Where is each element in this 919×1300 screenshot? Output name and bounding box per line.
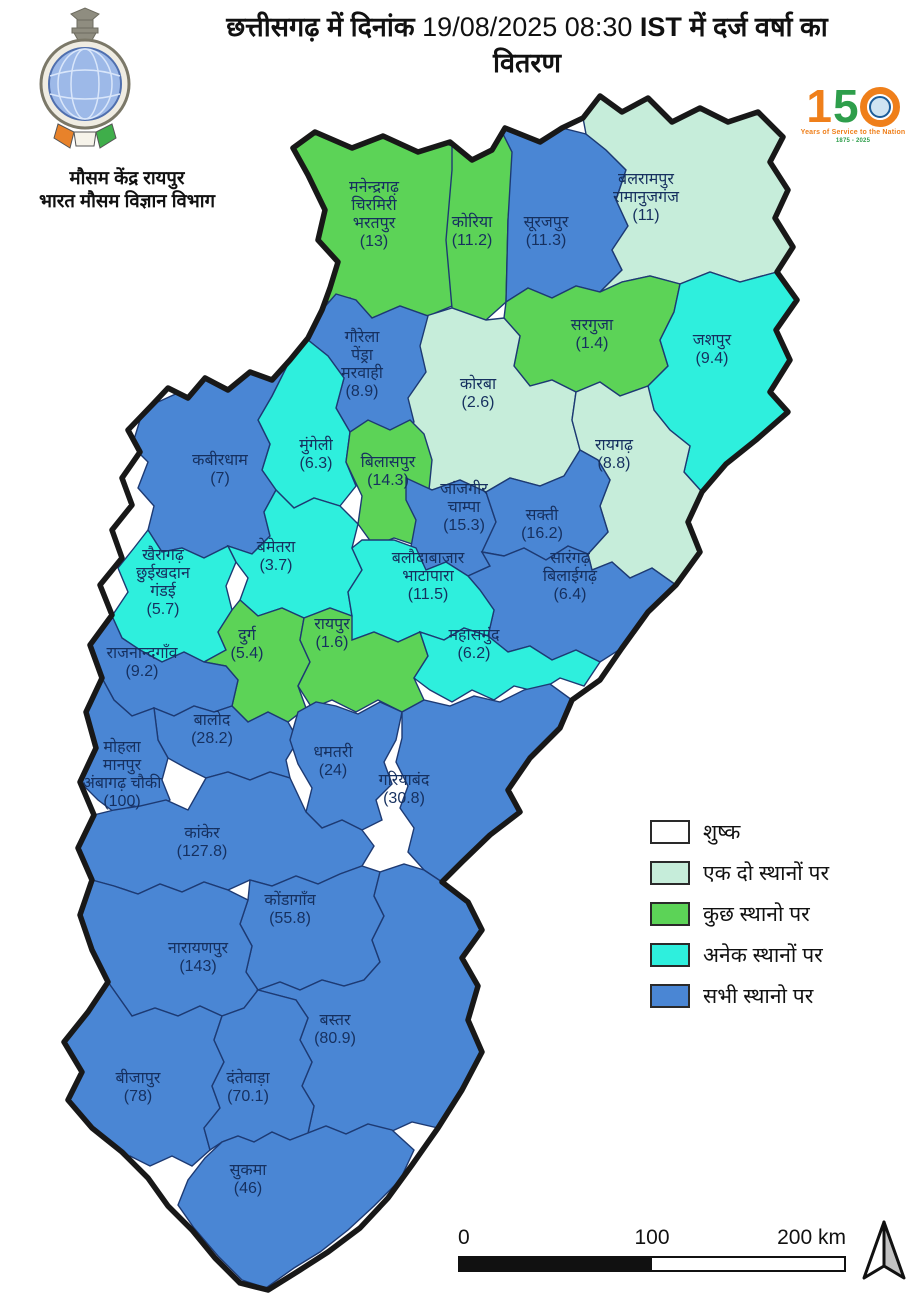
- district-label-sakti: सक्ती (16.2): [521, 506, 563, 542]
- district-label-gaurela: गौरेला पेंड्रा मरवाही (8.9): [341, 328, 383, 401]
- districts-group: [64, 96, 797, 1289]
- north-arrow-icon: [862, 1220, 906, 1280]
- district-label-sarangarh: सारंगढ़ बिलाईगढ़ (6.4): [542, 549, 598, 604]
- district-label-bijapur: बीजापुर (78): [115, 1069, 161, 1105]
- district-label-kabirdham: कबीरधाम (7): [192, 451, 248, 487]
- district-label-khairagarh: खैरागढ़ छुईखदान गंडई (5.7): [136, 546, 190, 619]
- legend-swatch-kuch: [650, 902, 690, 926]
- district-label-mungeli: मुंगेली (6.3): [299, 436, 333, 472]
- district-label-surajpur: सूरजपुर (11.3): [523, 213, 569, 249]
- title-line2: वितरण: [493, 47, 561, 78]
- logo-150-globe-icon: [859, 86, 900, 127]
- district-label-bilaspur: बिलासपुर (14.3): [360, 453, 416, 489]
- legend: शुष्क एक दो स्थानों पर कुछ स्थानो पर अनेक स…: [650, 818, 829, 1023]
- organisation-name: मौसम केंद्र रायपुर भारत मौसम विज्ञान विभ…: [8, 166, 246, 212]
- district-label-dantewada: दंतेवाड़ा (70.1): [226, 1069, 270, 1105]
- logo-150-caption: Years of Service to the Nation: [800, 129, 906, 137]
- district-label-mohla: मोहला मानपुर अंबागढ़ चौकी (100): [82, 738, 162, 811]
- district-label-bastar: बस्तर (80.9): [314, 1011, 356, 1047]
- org-line1: मौसम केंद्र रायपुर: [69, 167, 185, 188]
- scale-start-label: 0: [458, 1226, 470, 1249]
- district-label-dhamtari: धमतरी (24): [313, 743, 353, 779]
- legend-swatch-anek: [650, 943, 690, 967]
- scale-end-label: 200 km: [777, 1226, 846, 1249]
- district-label-mahasamund: महासमुंद (6.2): [448, 626, 500, 662]
- legend-swatch-sabhi: [650, 984, 690, 1008]
- legend-label-anek: अनेक स्थानों पर: [703, 944, 823, 967]
- district-label-rajnandgaon: राजनान्दगाँव (9.2): [106, 644, 178, 680]
- legend-label-sabhi: सभी स्थानो पर: [703, 985, 814, 1008]
- state-outline: [61, 93, 800, 1293]
- legend-label-ek_do: एक दो स्थानों पर: [703, 862, 830, 885]
- district-label-korba: कोरबा (2.6): [459, 375, 497, 411]
- title-pre: छत्तीसगढ़ में दिनांक: [226, 12, 415, 42]
- title-post: में दर्ज वर्षा का: [689, 12, 828, 42]
- scale-bar-graphic: [458, 1256, 846, 1272]
- district-region-sukma: [177, 1123, 415, 1289]
- district-label-balrampur: बलरामपुर रामानुजगंज (11): [612, 170, 680, 225]
- district-label-kanker: कांकेर (127.8): [176, 824, 228, 860]
- district-label-durg: दुर्ग (5.4): [230, 626, 264, 662]
- district-label-kondagaon: कोंडागाँव (55.8): [264, 891, 316, 927]
- district-label-jashpur: जशपुर (9.4): [692, 331, 732, 367]
- scale-bar: 0 100 200 km: [458, 1226, 846, 1272]
- title-ist: IST: [639, 12, 682, 42]
- district-label-raigarh: रायगढ़ (8.8): [595, 436, 633, 472]
- district-region-mohla: [79, 676, 171, 813]
- district-label-narayanpur: नारायणपुर (143): [167, 939, 229, 975]
- district-region-mahasamund: [413, 627, 602, 703]
- district-label-koriya: कोरिया (11.2): [451, 213, 493, 249]
- legend-swatch-shushk: [650, 820, 690, 844]
- scale-mid-label: 100: [634, 1226, 670, 1249]
- org-line2: भारत मौसम विज्ञान विभाग: [38, 190, 216, 212]
- district-label-bemetara: बेमेतरा (3.7): [256, 538, 296, 574]
- page-title: छत्तीसगढ़ में दिनांक 19/08/2025 08:30 IS…: [150, 10, 904, 81]
- legend-label-kuch: कुछ स्थानो पर: [703, 903, 810, 926]
- district-region-dhamtari: [289, 701, 403, 831]
- title-date: 19/08/2025 08:30: [422, 12, 633, 42]
- district-label-raipur: रायपुर (1.6): [314, 615, 350, 651]
- legend-item-shushk: शुष्क: [650, 818, 829, 846]
- district-label-balod: बालोद (28.2): [191, 711, 233, 747]
- district-label-balodabazar: बलौदाबाजार भाटापारा (11.5): [391, 549, 465, 604]
- legend-label-shushk: शुष्क: [703, 821, 741, 844]
- district-label-janjgir: जांजगीर चाम्पा (15.3): [440, 480, 488, 535]
- district-label-gariaband: गरियाबंद (30.8): [378, 771, 430, 807]
- legend-item-kuch: कुछ स्थानो पर: [650, 900, 829, 928]
- legend-item-anek: अनेक स्थानों पर: [650, 941, 829, 969]
- imd-emblem-logo: [39, 7, 131, 149]
- district-label-manendragarh: मनेन्द्रगढ़ चिरमिरी भरतपुर (13): [349, 178, 399, 251]
- district-label-sarguja: सरगुजा (1.4): [570, 316, 614, 352]
- legend-swatch-ek_do: [650, 861, 690, 885]
- logo-150-caption2: 1875 - 2025: [835, 138, 871, 145]
- legend-item-ek_do: एक दो स्थानों पर: [650, 859, 829, 887]
- district-label-sukma: सुकमा (46): [229, 1161, 267, 1197]
- legend-item-sabhi: सभी स्थानो पर: [650, 982, 829, 1010]
